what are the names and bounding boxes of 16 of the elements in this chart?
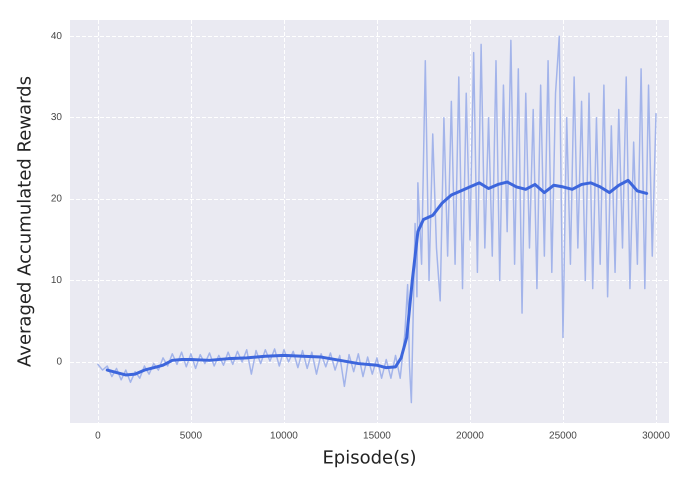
y-tick-label: 40 [50, 30, 62, 42]
x-axis-title: Episode(s) [322, 448, 417, 468]
x-tick-label: 5000 [180, 430, 202, 442]
y-tick-label: 10 [50, 275, 62, 286]
line-series [106, 178, 648, 376]
x-tick-label: 30000 [642, 430, 670, 442]
x-tick-label: 0 [95, 430, 102, 442]
x-tick-label: 10000 [270, 430, 298, 442]
x-tick-label: 15000 [363, 430, 392, 442]
x-tick-label: 25000 [549, 430, 578, 442]
x-tick-label: 20000 [456, 430, 484, 442]
y-tick-label: 0 [56, 356, 62, 368]
y-tick-label: 20 [50, 194, 62, 205]
y-axis-title: Averaged Accumulated Rewards [14, 76, 36, 367]
y-tick-label: 30 [50, 112, 62, 124]
line-series [97, 36, 657, 404]
